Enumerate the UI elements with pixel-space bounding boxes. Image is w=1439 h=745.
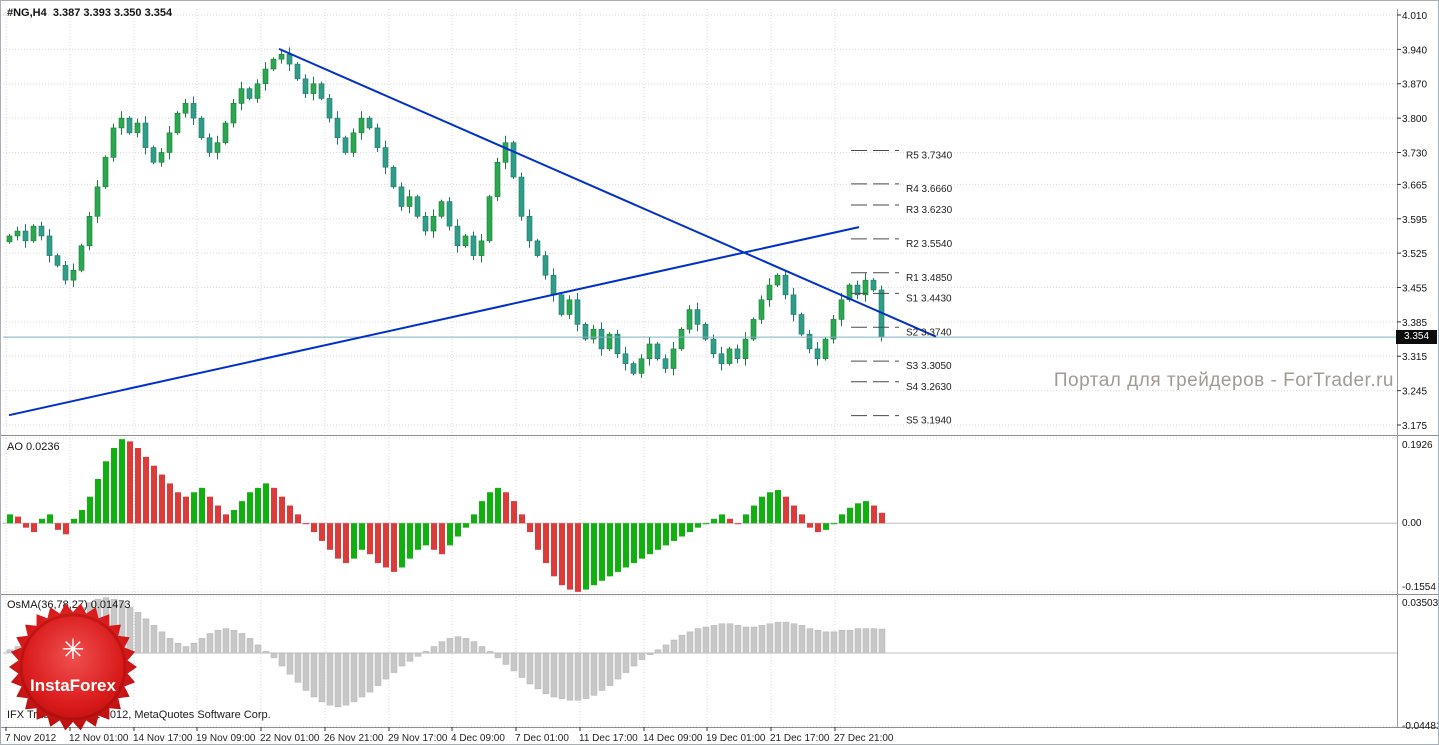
- price-axis-label: 3.595: [1402, 215, 1427, 226]
- logo-starburst: [9, 603, 137, 731]
- pivot-label: S1 3.4430: [906, 293, 952, 304]
- price-axis-label: 3.455: [1402, 284, 1427, 295]
- price-axis-label: 3.665: [1402, 180, 1427, 191]
- time-axis-label: 29 Nov 17:00: [388, 733, 448, 744]
- price-axis: 4.010 3.940 3.870 3.800 3.730 3.665 3.595 3.525…: [1397, 11, 1439, 732]
- time-axis-label: 14 Dec 09:00: [643, 733, 703, 744]
- price-axis-label: 3.730: [1402, 148, 1427, 159]
- time-axis-label: 21 Dec 17:00: [770, 733, 830, 744]
- time-axis-label: 11 Dec 17:00: [579, 733, 638, 744]
- ao-indicator-label: AO 0.0236: [7, 441, 60, 453]
- instaforex-logo: ✳ InstaForex: [5, 601, 141, 737]
- watermark: Портал для трейдеров - ForTrader.ru: [1053, 370, 1394, 391]
- logo-ring: [19, 613, 127, 721]
- logo-wordmark: InstaForex: [30, 676, 117, 695]
- price-axis-label: 3.525: [1402, 249, 1427, 260]
- pivot-label: R4 3.6660: [906, 184, 953, 195]
- indicator-axis-label: 0.03503: [1402, 598, 1439, 609]
- time-axis-label: 14 Nov 17:00: [133, 733, 193, 744]
- price-axis-label: 4.010: [1402, 11, 1427, 22]
- indicator-axis-label: -0.1554: [1402, 582, 1436, 593]
- time-axis: 7 Nov 2012 12 Nov 01:00 14 Nov 17:00 19 Nov…: [5, 727, 894, 744]
- time-axis-label: 12 Nov 01:00: [69, 733, 129, 744]
- time-axis-label: 4 Dec 09:00: [451, 733, 505, 744]
- price-axis-label: 3.315: [1402, 352, 1427, 363]
- price-axis-label: 3.385: [1402, 318, 1427, 329]
- price-axis-label: 3.175: [1402, 421, 1427, 432]
- pivot-label: R1 3.4850: [906, 273, 953, 284]
- price-axis-label: 3.870: [1402, 80, 1427, 91]
- pivot-label: R3 3.6230: [906, 205, 953, 216]
- logo-emblem-icon: ✳: [61, 634, 84, 665]
- pivot-label: R5 3.7340: [906, 151, 953, 162]
- time-axis-label: 7 Nov 2012: [5, 733, 57, 744]
- time-axis-label: 27 Dec 21:00: [834, 733, 894, 744]
- panel-borders: [1, 9, 1438, 728]
- indicator-axis-label: 0.1926: [1402, 440, 1433, 451]
- ao-histogram: [7, 439, 885, 592]
- time-axis-label: 19 Dec 01:00: [706, 733, 766, 744]
- time-axis-label: 19 Nov 09:00: [196, 733, 256, 744]
- price-axis-label: 3.800: [1402, 114, 1427, 125]
- time-axis-label: 22 Nov 01:00: [260, 733, 320, 744]
- time-axis-label: 26 Nov 21:00: [324, 733, 384, 744]
- pivot-label: S3 3.3050: [906, 361, 952, 372]
- price-axis-label: 3.940: [1402, 45, 1427, 56]
- symbol-title: #NG,H4 3.387 3.393 3.350 3.354: [7, 7, 173, 19]
- pivot-label: S5 3.1940: [906, 416, 952, 427]
- pivot-label: S2 3.3740: [906, 327, 952, 338]
- indicator-axis-label: 0.00: [1402, 518, 1422, 529]
- current-price-badge: 3.354: [1396, 330, 1437, 344]
- pivot-label: S4 3.2630: [906, 382, 952, 393]
- candlestick-series: [6, 47, 885, 378]
- trendlines[interactable]: [8, 47, 937, 417]
- price-axis-label: 3.245: [1402, 387, 1427, 398]
- gridlines: [3, 9, 1397, 727]
- instaforex-logo-graphic: ✳ InstaForex: [9, 603, 137, 731]
- indicator-axis-label: -0.04481: [1402, 721, 1439, 732]
- pivot-levels: R5 3.7340 R4 3.6660 R3 3.6230 R2 3.5540 R1 3…: [851, 150, 953, 427]
- time-axis-label: 7 Dec 01:00: [515, 733, 569, 744]
- pivot-label: R2 3.5540: [906, 239, 953, 250]
